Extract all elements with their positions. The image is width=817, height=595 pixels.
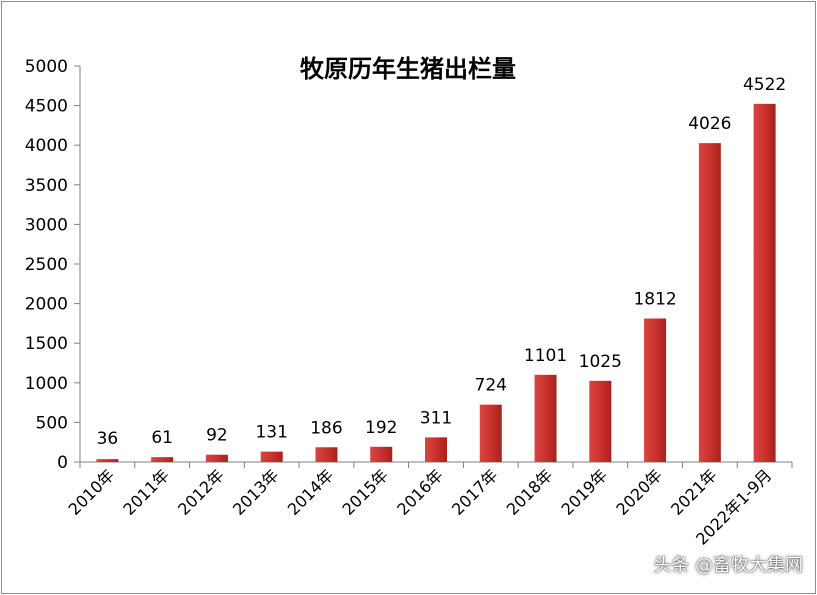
data-label: 1101 (524, 346, 567, 366)
bar (644, 318, 667, 462)
data-label: 4026 (688, 114, 731, 134)
y-tick-label: 0 (57, 453, 68, 473)
bar (753, 103, 776, 462)
bar (425, 437, 447, 462)
bar (151, 457, 174, 462)
bar (96, 459, 119, 462)
data-label: 4522 (743, 75, 786, 95)
x-tick-label: 2020年 (612, 465, 666, 519)
x-tick-label: 2014年 (284, 465, 338, 519)
data-label: 131 (255, 423, 287, 443)
bars (96, 103, 776, 462)
x-tick-label: 2012年 (174, 465, 228, 519)
data-label: 61 (151, 428, 173, 448)
y-tick-label: 1000 (25, 374, 68, 394)
y-tick-label: 5000 (25, 57, 68, 77)
bar (698, 143, 721, 462)
y-tick-label: 4500 (25, 97, 68, 117)
data-label: 92 (206, 426, 228, 446)
data-label: 1812 (633, 289, 676, 309)
y-tick-label: 500 (36, 413, 68, 433)
x-tick-label: 2010年 (65, 465, 119, 519)
y-tick-label: 4000 (25, 136, 68, 156)
bar (534, 374, 557, 462)
bar (260, 451, 283, 462)
watermark: 头条 @畜牧大集网 (653, 555, 803, 576)
y-tick-label: 2000 (25, 295, 68, 315)
y-tick-label: 3000 (25, 215, 68, 235)
x-tick-label: 2013年 (229, 465, 283, 519)
y-tick-label: 2500 (25, 255, 68, 275)
x-tick-label: 2017年 (448, 465, 502, 519)
data-label: 724 (475, 376, 507, 396)
data-label: 1025 (579, 352, 622, 372)
y-axis: 0 500 1000 1500 2000 2500 3000 3500 4000 4500 5000 (25, 57, 81, 473)
bar (315, 447, 338, 462)
data-label: 192 (365, 418, 397, 438)
data-label: 311 (420, 408, 452, 428)
y-tick-label: 3500 (25, 176, 68, 196)
y-tick-label: 1500 (25, 334, 68, 354)
data-label: 36 (97, 429, 119, 449)
chart-title: 牧原历年生猪出栏量 (300, 54, 516, 83)
bar (205, 454, 228, 462)
x-tick-label: 2011年 (119, 465, 173, 519)
x-tick-label: 2021年 (667, 465, 721, 519)
bar (479, 404, 502, 462)
bar (589, 380, 612, 462)
data-label: 186 (310, 418, 342, 438)
x-tick-label: 2019年 (558, 465, 612, 519)
x-axis: 2010年 2011年 2012年 2013年 2014年 2015年 2016年 2017年… (65, 461, 793, 549)
x-tick-label: 2015年 (339, 465, 393, 519)
x-tick-label: 2016年 (393, 465, 447, 519)
x-tick-label: 2018年 (503, 465, 557, 519)
bar (370, 446, 393, 462)
data-labels: 36 61 92 131 186 192 311 724 1101 1025 1812 4026 452… (97, 75, 787, 449)
